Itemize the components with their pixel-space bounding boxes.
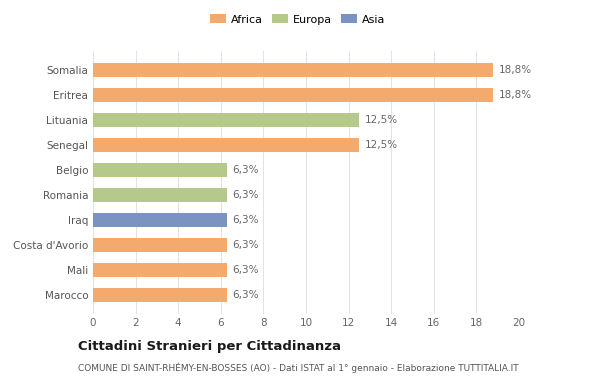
- Text: COMUNE DI SAINT-RHÉMY-EN-BOSSES (AO) - Dati ISTAT al 1° gennaio - Elaborazione T: COMUNE DI SAINT-RHÉMY-EN-BOSSES (AO) - D…: [78, 363, 518, 374]
- Text: 6,3%: 6,3%: [233, 240, 259, 250]
- Text: Cittadini Stranieri per Cittadinanza: Cittadini Stranieri per Cittadinanza: [78, 340, 341, 353]
- Bar: [93, 238, 227, 252]
- Bar: [93, 88, 493, 102]
- Text: 12,5%: 12,5%: [365, 140, 398, 150]
- Text: 6,3%: 6,3%: [233, 290, 259, 300]
- Text: 6,3%: 6,3%: [233, 265, 259, 275]
- Bar: [93, 263, 227, 277]
- Bar: [93, 138, 359, 152]
- Bar: [93, 188, 227, 202]
- Legend: Africa, Europa, Asia: Africa, Europa, Asia: [205, 10, 390, 29]
- Bar: [93, 113, 359, 127]
- Bar: [93, 163, 227, 177]
- Text: 18,8%: 18,8%: [499, 90, 532, 100]
- Text: 6,3%: 6,3%: [233, 165, 259, 175]
- Text: 12,5%: 12,5%: [365, 115, 398, 125]
- Text: 6,3%: 6,3%: [233, 190, 259, 200]
- Text: 18,8%: 18,8%: [499, 65, 532, 75]
- Bar: [93, 213, 227, 227]
- Bar: [93, 63, 493, 77]
- Text: 6,3%: 6,3%: [233, 215, 259, 225]
- Bar: [93, 288, 227, 302]
